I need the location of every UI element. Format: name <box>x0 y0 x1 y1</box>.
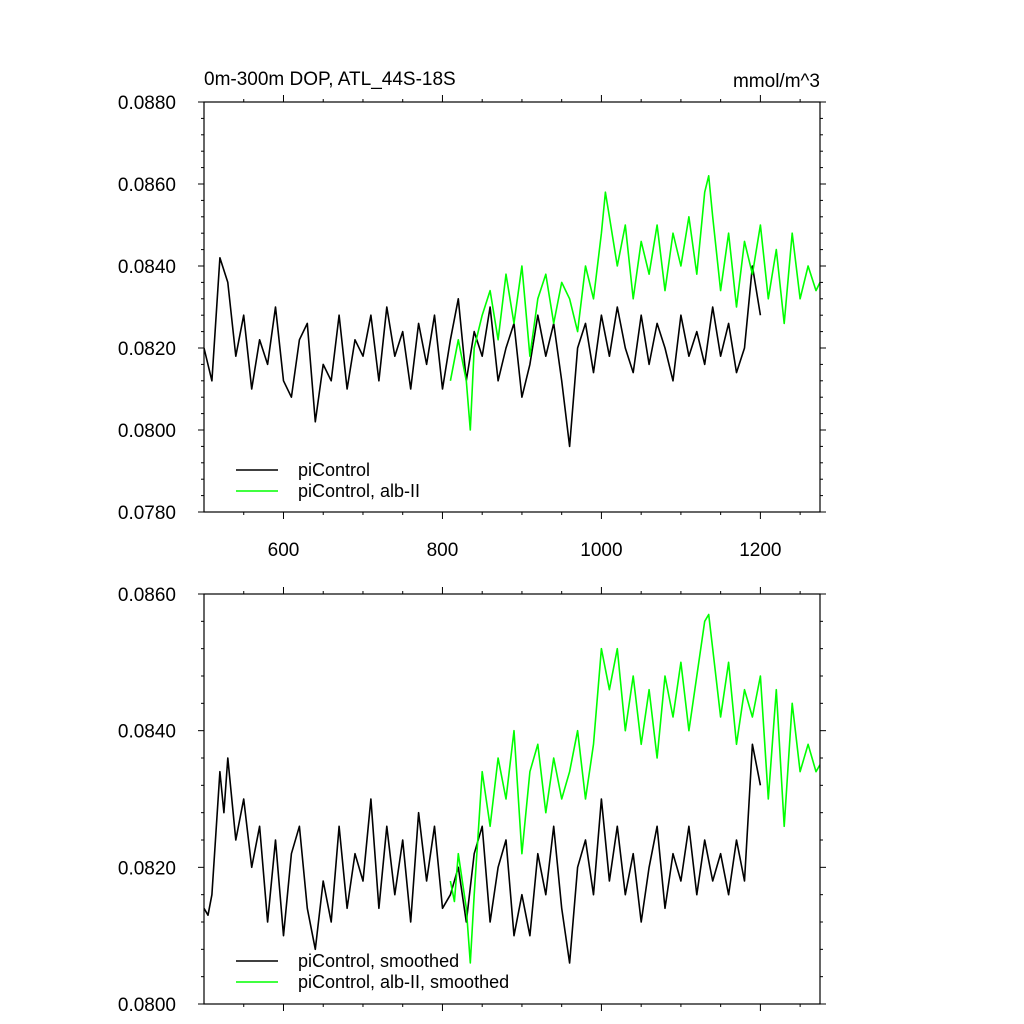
bottom-ytick-label: 0.0820 <box>118 858 176 879</box>
top-ytick-label: 0.0880 <box>118 93 176 114</box>
top-panel-title: 0m-300m DOP, ATL_44S-18S <box>204 69 456 90</box>
legend-label-picontrol-smoothed: piControl, smoothed <box>298 951 459 971</box>
top-xtick-label: 1200 <box>739 540 781 561</box>
top-plot-area: 0.0780 0.0800 0.0820 0.0840 0.0860 0.0880 600 8… <box>118 93 826 561</box>
bottom-series-line-picontrol <box>204 743 762 964</box>
top-ytick-label: 0.0860 <box>118 175 176 196</box>
bottom-legend: piControl, smoothed piControl, alb-II, s… <box>236 951 509 992</box>
top-xtick-label: 600 <box>268 540 300 561</box>
top-legend: piControl piControl, alb-II <box>236 460 420 501</box>
top-plot-frame <box>203 101 821 513</box>
top-ytick-label: 0.0780 <box>118 503 176 524</box>
top-panel-units: mmol/m^3 <box>733 71 820 92</box>
top-ytick-label: 0.0820 <box>118 339 176 360</box>
top-ytick-label: 0.0840 <box>118 257 176 278</box>
legend-label-picontrol: piControl <box>298 460 370 480</box>
bottom-panel: 0.0800 0.0820 0.0840 0.0860 piControl, smoo… <box>118 585 826 1016</box>
bottom-ytick-label: 0.0860 <box>118 585 176 606</box>
top-panel: 0m-300m DOP, ATL_44S-18S mmol/m^3 0.0780… <box>118 69 826 561</box>
top-xtick-label: 800 <box>427 540 459 561</box>
legend-label-picontrol-alb-ii: piControl, alb-II <box>298 481 420 501</box>
bottom-plot-frame <box>203 593 821 1005</box>
bottom-series-line-picontrol-alb-ii <box>449 613 820 964</box>
bottom-plot-area: 0.0800 0.0820 0.0840 0.0860 <box>118 585 826 1016</box>
bottom-ytick-label: 0.0840 <box>118 722 176 743</box>
top-series-line-picontrol <box>204 256 762 448</box>
top-series-line-picontrol-alb-ii <box>449 175 820 431</box>
top-xtick-label: 1000 <box>580 540 622 561</box>
top-ytick-label: 0.0800 <box>118 421 176 442</box>
legend-label-picontrol-alb-ii-smoothed: piControl, alb-II, smoothed <box>298 972 509 992</box>
bottom-ytick-label: 0.0800 <box>118 995 176 1016</box>
